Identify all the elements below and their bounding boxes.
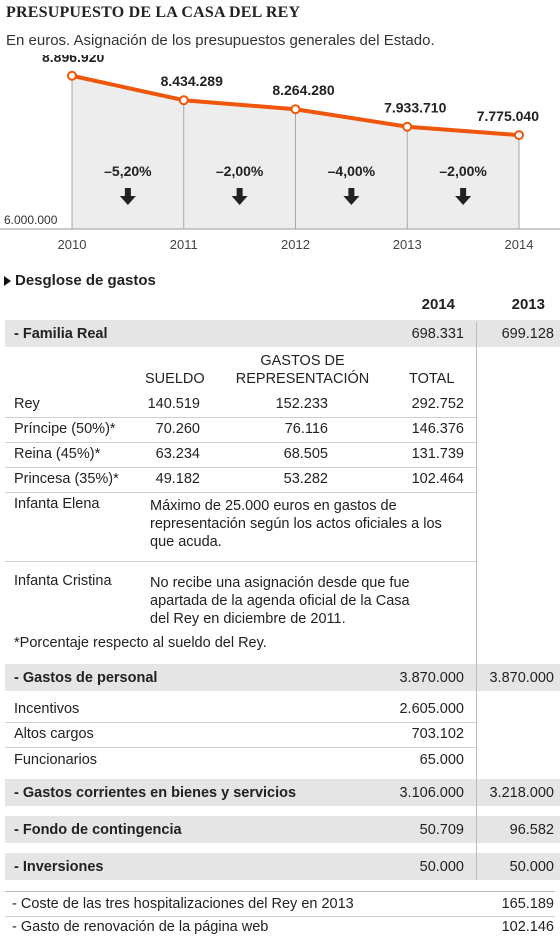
personal-item-value: 2.605.000: [399, 701, 464, 717]
band-personal: [5, 664, 560, 691]
breakdown-title: Desglose de gastos: [0, 272, 156, 289]
x-tick-label: 2010: [58, 237, 87, 252]
member-name: Príncipe (50%)*: [14, 421, 116, 437]
personal-2013: 3.870.000: [489, 670, 554, 686]
y-axis-min-label: 6.000.000: [4, 213, 58, 227]
change-label: –5,20%: [104, 163, 152, 179]
elena-text: Máximo de 25.000 euros en gastos de repr…: [150, 498, 442, 550]
row-divider: [5, 916, 555, 917]
arrow-down-icon: [455, 188, 472, 205]
familia-real-2013: 699.128: [501, 326, 554, 342]
elena-name: Infanta Elena: [14, 496, 100, 512]
row-divider: [5, 417, 476, 418]
cristina-text: No recibe una asignación desde que fue a…: [150, 575, 410, 627]
change-label: –2,00%: [439, 163, 487, 179]
personal-item-value: 65.000: [419, 752, 464, 768]
change-label: –4,00%: [328, 163, 376, 179]
row-divider: [5, 747, 476, 748]
personal-2014: 3.870.000: [399, 670, 464, 686]
member-total: 102.464: [411, 471, 464, 487]
year-header-2014: 2014: [421, 296, 455, 313]
col-header-total: TOTAL: [409, 371, 455, 387]
row-divider: [5, 722, 476, 723]
row-divider: [5, 442, 476, 443]
member-sueldo: 70.260: [155, 421, 200, 437]
change-label: –2,00%: [216, 163, 264, 179]
personal-label: - Gastos de personal: [14, 670, 158, 686]
page-subtitle: En euros. Asignación de los presupuestos…: [6, 32, 435, 49]
member-name: Princesa (35%)*: [14, 471, 119, 487]
corrientes-2014: 3.106.000: [399, 785, 464, 801]
member-gastos: 152.233: [275, 396, 328, 412]
bullet-icon: [4, 276, 11, 286]
member-total: 146.376: [411, 421, 464, 437]
inversiones-2014: 50.000: [419, 859, 464, 875]
member-total: 292.752: [411, 396, 464, 412]
corrientes-label: - Gastos corrientes en bienes y servicio…: [14, 785, 297, 801]
row-divider: [5, 561, 476, 562]
x-tick-label: 2011: [170, 237, 198, 252]
year-header-2013: 2013: [511, 296, 545, 313]
arrow-down-icon: [231, 188, 248, 205]
data-label: 8.434.289: [161, 73, 223, 89]
x-tick-label: 2013: [393, 237, 422, 252]
member-sueldo: 49.182: [155, 471, 200, 487]
data-point: [178, 95, 189, 106]
column-separator: [476, 322, 477, 880]
page-title: PRESUPUESTO DE LA CASA DEL REY: [6, 4, 301, 21]
x-tick-label: 2014: [505, 237, 534, 252]
band-familia-real: [5, 320, 560, 347]
data-point: [67, 70, 77, 81]
data-label: 8.896.920: [42, 55, 104, 65]
member-sueldo: 140.519: [147, 396, 200, 412]
data-label: 7.933.710: [384, 100, 446, 116]
extra-web-value: 102.146: [501, 919, 554, 935]
inversiones-label: - Inversiones: [14, 859, 104, 875]
row-divider: [5, 492, 476, 493]
personal-item-value: 703.102: [411, 726, 464, 742]
band-corrientes: [5, 779, 560, 806]
section-divider: [5, 891, 555, 892]
extra-web-label: - Gasto de renovación de la página web: [12, 919, 269, 935]
personal-item-name: Funcionarios: [14, 752, 98, 768]
familia-real-label: - Familia Real: [14, 326, 108, 342]
contingencia-2014: 50.709: [419, 822, 464, 838]
arrow-down-icon: [119, 188, 136, 205]
band-contingencia: [5, 816, 560, 843]
member-sueldo: 63.234: [155, 446, 200, 462]
personal-item-name: Incentivos: [14, 701, 80, 717]
member-gastos: 76.116: [284, 421, 328, 437]
corrientes-2013: 3.218.000: [489, 785, 554, 801]
contingencia-label: - Fondo de contingencia: [14, 822, 182, 838]
col-header-sueldo: SUELDO: [145, 371, 205, 387]
member-name: Reina (45%)*: [14, 446, 101, 462]
arrow-down-icon: [343, 188, 360, 205]
member-gastos: 68.505: [283, 446, 328, 462]
extra-hospitalizaciones-label: - Coste de las tres hospitalizaciones de…: [12, 896, 354, 912]
member-name: Rey: [14, 396, 40, 412]
data-label: 7.775.040: [477, 108, 539, 124]
member-total: 131.739: [411, 446, 464, 462]
data-label: 8.264.280: [272, 82, 334, 98]
budget-line-chart: 6.000.000 8.896.920 2010 8.434.289 2011 8.264…: [0, 55, 560, 252]
data-point: [402, 121, 413, 132]
row-divider: [5, 467, 476, 468]
data-point: [514, 130, 524, 141]
x-tick-label: 2012: [281, 237, 310, 252]
member-gastos: 53.282: [283, 471, 328, 487]
footnote: *Porcentaje respecto al sueldo del Rey.: [14, 635, 267, 651]
cristina-name: Infanta Cristina: [14, 573, 112, 589]
band-inversiones: [5, 853, 560, 880]
personal-item-name: Altos cargos: [14, 726, 94, 742]
inversiones-2013: 50.000: [509, 859, 554, 875]
col-header-gastos-2: REPRESENTACIÓN: [235, 371, 370, 387]
data-point: [290, 104, 301, 115]
contingencia-2013: 96.582: [509, 822, 554, 838]
extra-hospitalizaciones-value: 165.189: [501, 896, 554, 912]
col-header-gastos-1: GASTOS DE: [260, 353, 345, 369]
familia-real-2014: 698.331: [411, 326, 464, 342]
